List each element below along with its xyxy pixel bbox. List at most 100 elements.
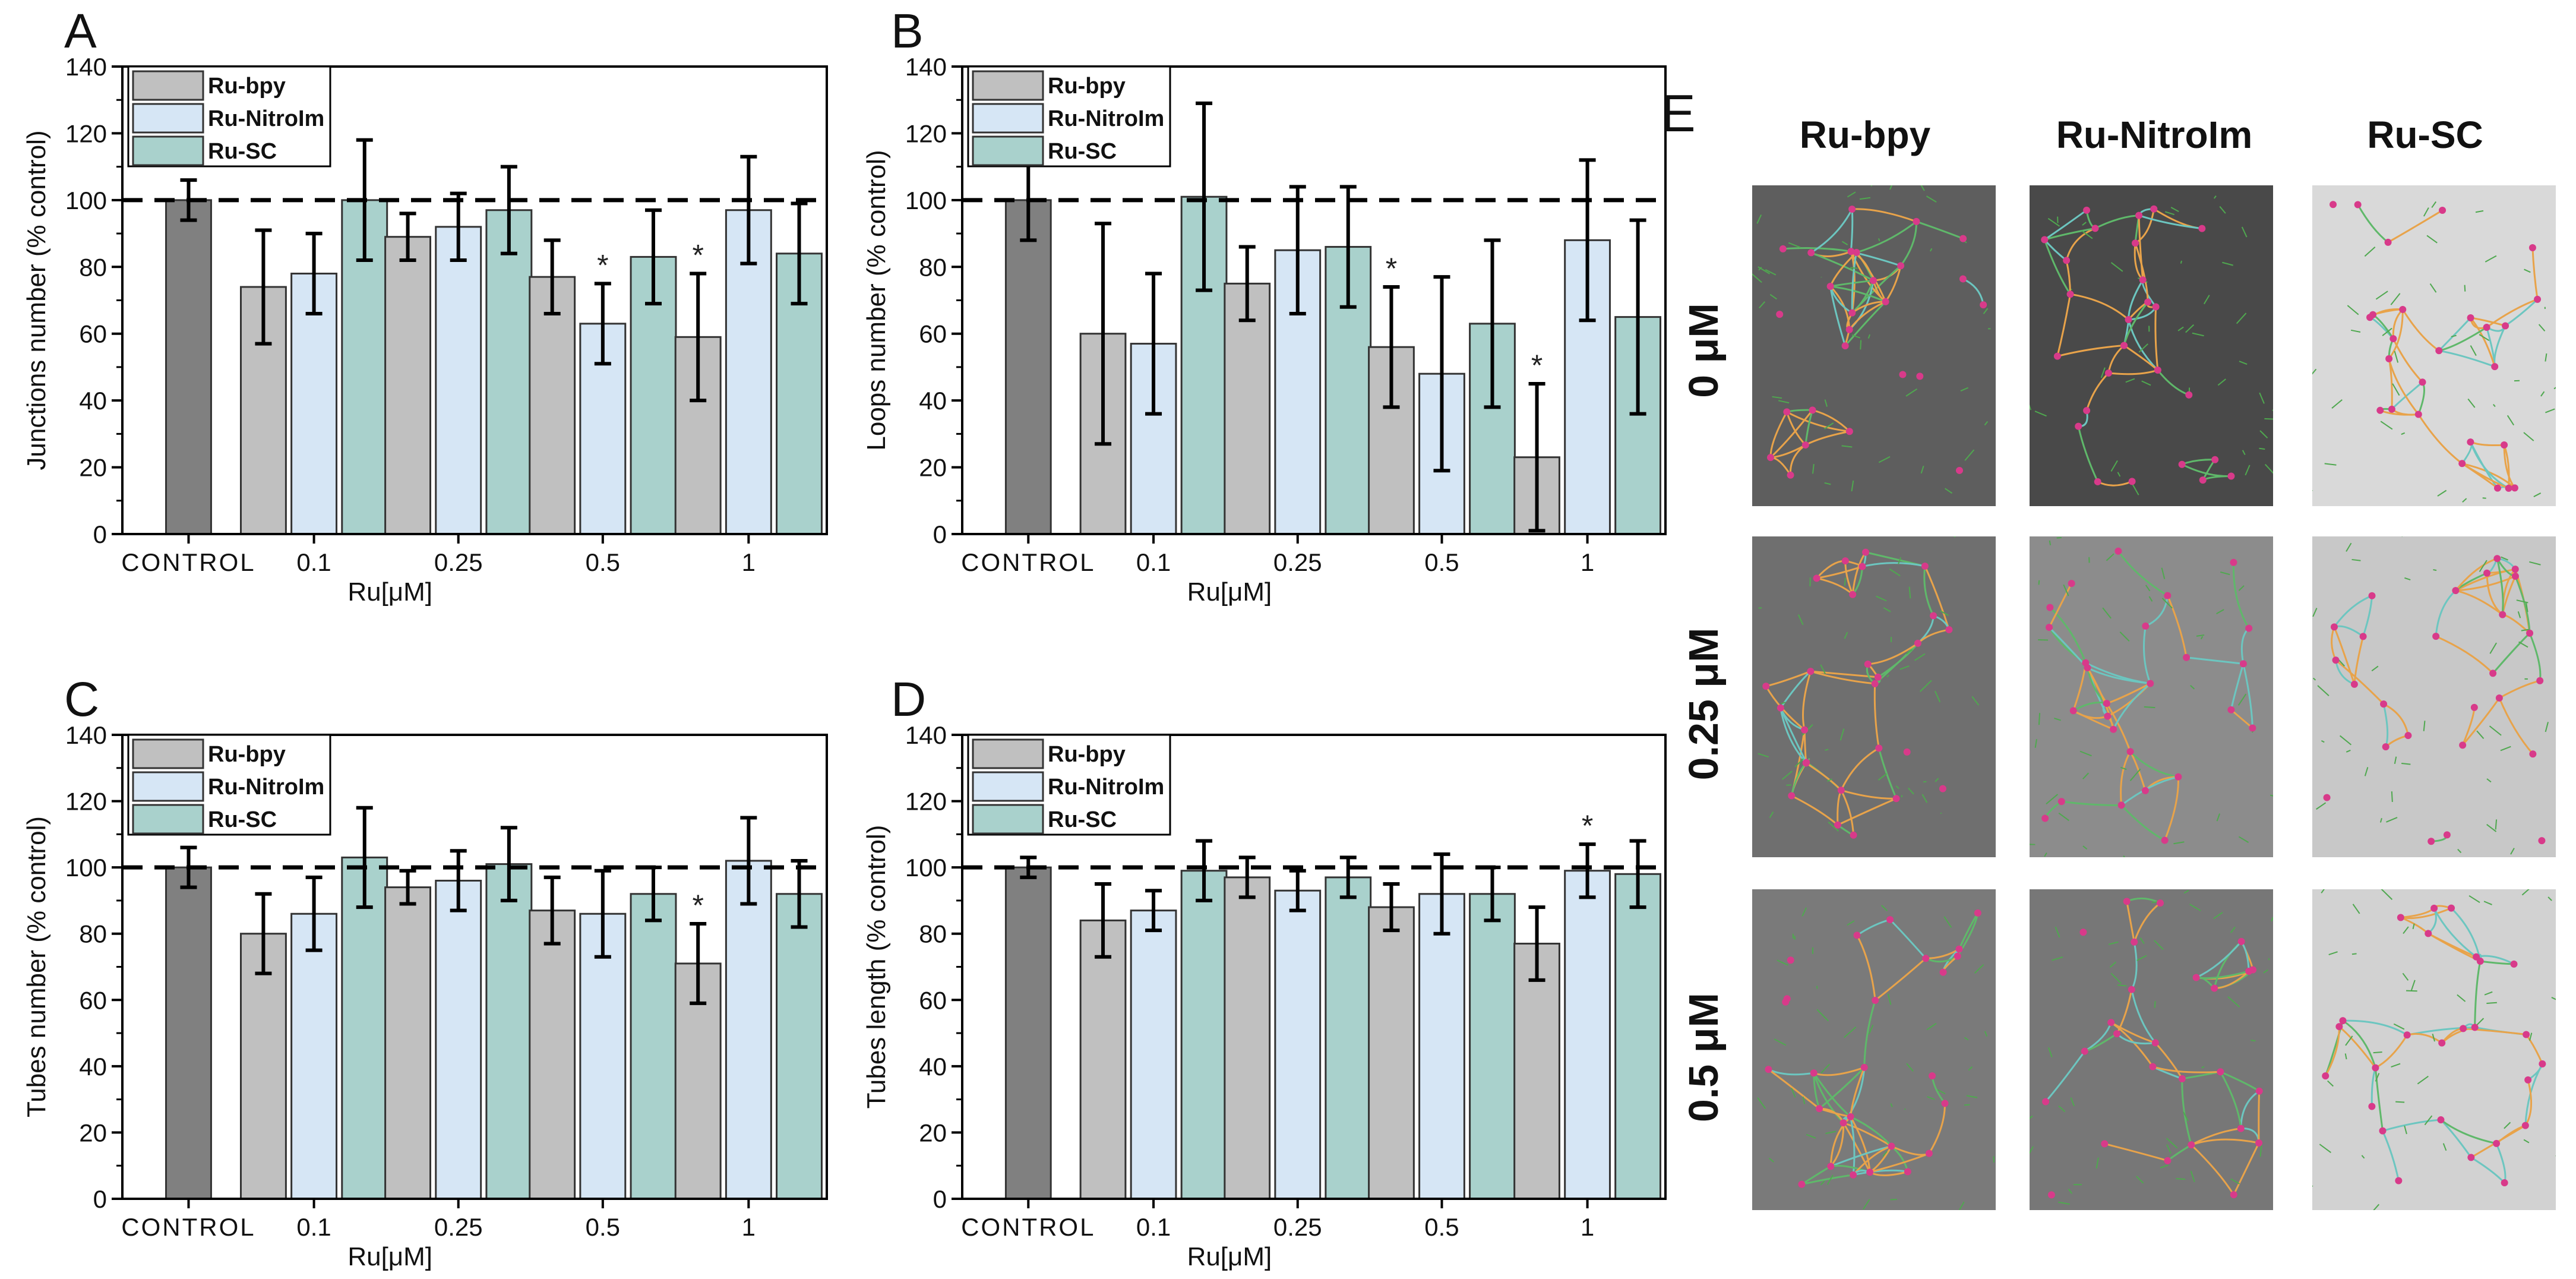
x-tick-label: 0.5 (1424, 548, 1459, 576)
bar-ru-nitroim (435, 879, 482, 1200)
bar-ru-sc (485, 863, 533, 1200)
col-header-ru-sc: Ru-SC (2367, 113, 2483, 156)
chart-c: C 0 20 40 60 80 100 120 140 Tubes number (% contr… (22, 672, 828, 1271)
legend-swatch (132, 771, 204, 802)
bar-ru-sc (630, 893, 677, 1200)
legend-label: Ru-NitroIm (208, 775, 324, 800)
chart-a: A 0 20 40 60 80 100 120 140 Junctions number (% c… (22, 4, 828, 607)
legend-swatch (972, 771, 1044, 802)
row-label-0-um: 0 μM (1680, 303, 1727, 398)
legend-swatch (972, 70, 1044, 101)
x-axis-label: Ru[μM] (1187, 577, 1272, 607)
legend-swatch (132, 738, 204, 769)
col-header-ru-nitroim: Ru-NitroIm (2056, 113, 2253, 156)
bar-ru-bpy (384, 886, 432, 1200)
panel-letter: C (64, 672, 99, 727)
legend-swatch (132, 804, 204, 835)
plot-frame (121, 65, 828, 535)
micrograph-ru-nitroim-0-25 (2030, 536, 2273, 857)
x-axis-label: Ru[μM] (347, 1242, 432, 1271)
y-tick-label: 100 (905, 854, 947, 882)
x-tick-label: 1 (742, 548, 756, 576)
y-tick-label: 100 (905, 187, 947, 214)
y-tick-label: 20 (79, 1119, 107, 1147)
legend-label: Ru-NitroIm (1048, 775, 1164, 800)
y-tick-label: 140 (905, 53, 947, 81)
bar-ru-sc (1469, 893, 1516, 1200)
chart-b: B 0 20 40 60 80 100 120 140 Loops number (% contr… (862, 4, 1667, 607)
x-tick-label: 1 (1581, 548, 1594, 576)
micrograph-ru-bpy-0-25 (1752, 536, 1996, 857)
bar-ru-nitroim (1418, 893, 1465, 1200)
bar-ru-bpy (1224, 282, 1271, 535)
panel-letter: D (891, 672, 926, 727)
legend-label: Ru-bpy (208, 742, 286, 767)
bar-ru-nitroim (435, 226, 482, 535)
x-tick-label-control: CONTROL (121, 1213, 255, 1241)
y-tick-label: 40 (919, 387, 947, 415)
plot-frame (961, 65, 1667, 535)
x-tick-label: 0.1 (1136, 1213, 1171, 1241)
y-tick-label: 20 (919, 454, 947, 482)
plot-frame (121, 734, 828, 1200)
y-tick-label: 0 (93, 520, 107, 548)
y-axis-label: Loops number (% control) (862, 150, 891, 450)
plot-frame (961, 734, 1667, 1200)
y-tick-label: 80 (919, 253, 947, 281)
chart-d: D 0 20 40 60 80 100 120 140 Tubes length (% contr… (862, 672, 1667, 1271)
legend-swatch (972, 804, 1044, 835)
x-tick-label: 0.1 (296, 1213, 331, 1241)
bar-ru-nitroim (290, 273, 338, 535)
y-tick-label: 20 (919, 1119, 947, 1147)
significance-star: * (1582, 809, 1593, 842)
significance-star: * (692, 239, 703, 272)
bar-ru-sc (485, 209, 533, 535)
panel-letter: B (891, 4, 924, 58)
bar-ru-nitroim (1274, 889, 1322, 1200)
y-tick-label: 60 (79, 986, 107, 1014)
bar-control (165, 866, 212, 1200)
y-tick-label: 40 (79, 387, 107, 415)
legend-label: Ru-NitroIm (1048, 106, 1164, 131)
legend-label: Ru-SC (1048, 139, 1117, 164)
x-tick-label: 0.25 (434, 548, 483, 576)
legend-label: Ru-SC (208, 139, 277, 164)
x-tick-label-control: CONTROL (121, 548, 255, 576)
y-tick-label: 120 (905, 788, 947, 816)
legend-label: Ru-NitroIm (208, 106, 324, 131)
row-label-0-5-um: 0.5 μM (1680, 993, 1727, 1122)
x-axis-label: Ru[μM] (347, 577, 432, 607)
micrograph-ru-sc-0 (2312, 185, 2556, 506)
x-tick-label-control: CONTROL (961, 1213, 1095, 1241)
micrograph-ru-bpy-0 (1752, 185, 1996, 506)
significance-star: * (1531, 349, 1543, 382)
significance-star: * (597, 248, 608, 282)
bar-ru-bpy (1079, 919, 1127, 1200)
y-tick-label: 80 (919, 920, 947, 948)
bar-ru-nitroim (579, 912, 627, 1200)
y-tick-label: 140 (905, 721, 947, 749)
x-axis-label: Ru[μM] (1187, 1242, 1272, 1271)
y-tick-label: 0 (933, 520, 947, 548)
legend-swatch (972, 135, 1044, 166)
micrograph-ru-nitroim-0 (2030, 185, 2273, 506)
bar-control (165, 199, 212, 535)
y-tick-label: 40 (79, 1053, 107, 1081)
y-tick-label: 120 (65, 788, 107, 816)
legend-label: Ru-SC (208, 807, 277, 832)
x-tick-label: 0.25 (434, 1213, 483, 1241)
y-tick-label: 0 (933, 1185, 947, 1213)
legend-label: Ru-SC (1048, 807, 1117, 832)
x-tick-label: 0.5 (586, 1213, 620, 1241)
legend-swatch (972, 103, 1044, 134)
y-tick-label: 120 (905, 119, 947, 147)
legend-swatch (132, 103, 204, 134)
significance-star: * (1386, 252, 1397, 285)
legend-swatch (132, 70, 204, 101)
bar-ru-bpy (529, 909, 576, 1200)
bar-ru-bpy (1368, 906, 1415, 1200)
bar-ru-bpy (1513, 942, 1560, 1200)
col-header-ru-bpy: Ru-bpy (1799, 113, 1931, 156)
legend-label: Ru-bpy (1048, 74, 1126, 99)
